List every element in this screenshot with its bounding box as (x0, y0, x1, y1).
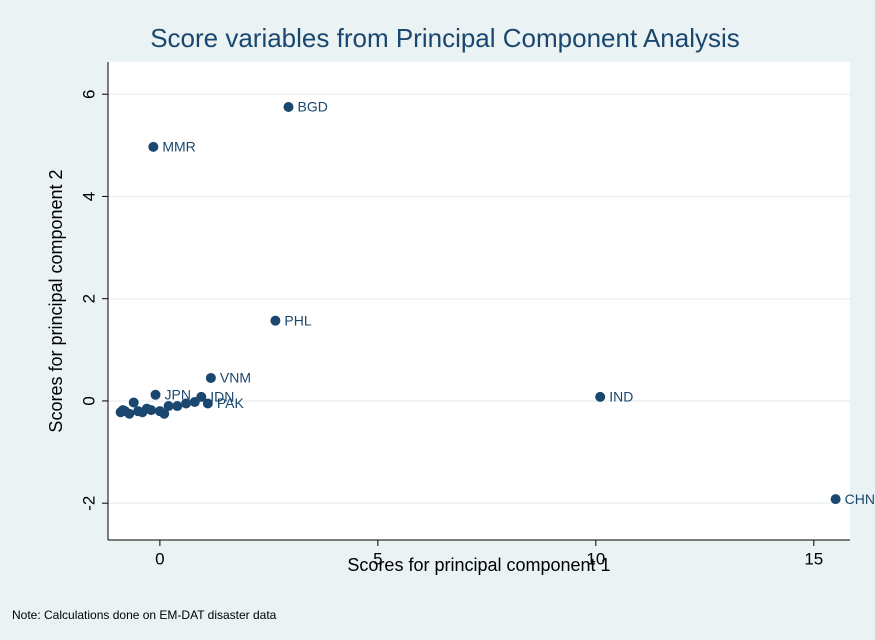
point (205, 372, 216, 383)
chart-title: Score variables from Principal Component… (150, 23, 740, 53)
x-tick-label: 15 (804, 549, 823, 568)
point (117, 405, 128, 416)
point (270, 315, 281, 326)
point-label: PAK (217, 395, 245, 411)
point-label: IND (609, 389, 633, 405)
x-tick-label: 5 (373, 549, 382, 568)
y-tick-label: -2 (79, 496, 98, 511)
point (159, 408, 170, 419)
point (202, 398, 213, 409)
point (148, 141, 159, 152)
point-label: IDN (210, 389, 234, 405)
point (283, 101, 294, 112)
point (163, 401, 174, 412)
point-label: BGD (297, 99, 327, 115)
point (189, 396, 200, 407)
point (830, 494, 841, 505)
y-tick-label: 4 (79, 192, 98, 201)
x-tick-label: 0 (155, 549, 164, 568)
point-label: CHN (845, 491, 875, 507)
point (146, 405, 157, 416)
point-label: PHL (284, 312, 311, 328)
point-label: JPN (165, 387, 191, 403)
y-tick-label: 2 (79, 294, 98, 303)
y-tick-label: 6 (79, 89, 98, 98)
note: Note: Calculations done on EM-DAT disast… (12, 608, 277, 622)
point (128, 397, 139, 408)
x-axis-label: Scores for principal component 1 (347, 555, 610, 575)
x-tick-label: 10 (586, 549, 605, 568)
point-label: MMR (162, 139, 195, 155)
point (172, 401, 183, 412)
y-tick-label: 0 (79, 396, 98, 405)
plot-area (108, 62, 850, 540)
y-axis-label: Scores for principal component 2 (46, 169, 66, 432)
point (181, 398, 192, 409)
point-label: VNM (220, 370, 251, 386)
point (595, 391, 606, 402)
point (150, 389, 161, 400)
